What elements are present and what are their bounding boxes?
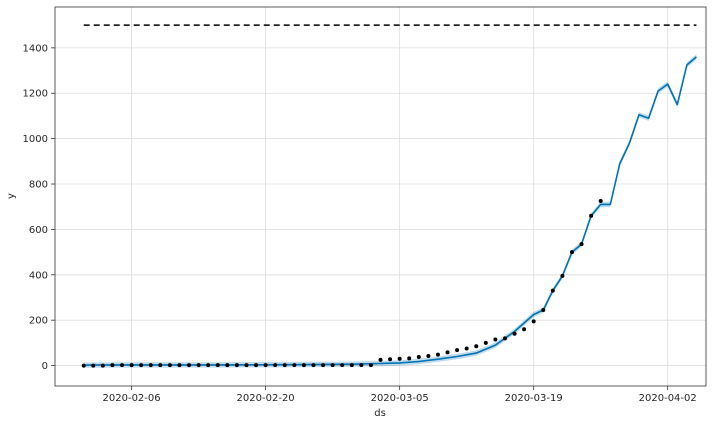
data-point (455, 348, 460, 353)
data-point (569, 250, 574, 255)
data-point (254, 363, 259, 368)
x-axis-label: ds (374, 408, 386, 419)
y-tick-label: 200 (29, 316, 48, 327)
x-tick-label: 2020-02-06 (103, 393, 161, 404)
data-point (215, 363, 220, 368)
data-point (550, 288, 555, 293)
data-point (502, 336, 507, 341)
y-tick-label: 400 (29, 270, 48, 281)
y-tick-label: 1000 (23, 134, 48, 145)
data-point (263, 363, 268, 368)
x-axis-ticks: 2020-02-06 2020-02-20 2020-03-05 2020-03-19… (103, 386, 697, 404)
data-point (483, 340, 488, 345)
data-point (445, 350, 450, 355)
y-tick-label: 0 (42, 361, 48, 372)
data-point (292, 363, 297, 368)
data-point (91, 363, 96, 368)
y-tick-label: 800 (29, 180, 48, 191)
data-point (225, 363, 230, 368)
data-point (244, 363, 249, 368)
data-point (196, 363, 201, 368)
data-point (158, 363, 163, 368)
data-point (167, 363, 172, 368)
x-tick-label: 2020-02-20 (237, 393, 295, 404)
data-point (282, 363, 287, 368)
data-point (100, 363, 105, 368)
x-tick-label: 2020-04-02 (639, 393, 697, 404)
x-tick-label: 2020-03-19 (505, 393, 563, 404)
data-point (311, 363, 316, 368)
data-point (368, 363, 373, 368)
plot-frame (54, 6, 707, 387)
data-point (397, 356, 402, 361)
data-point (416, 354, 421, 359)
data-point (139, 363, 144, 368)
data-point (148, 363, 153, 368)
x-tick-label: 2020-03-05 (371, 393, 429, 404)
data-point (598, 199, 603, 204)
data-point (522, 327, 527, 332)
data-point (321, 363, 326, 368)
data-point (359, 363, 364, 368)
data-point (474, 344, 479, 349)
data-point (349, 363, 354, 368)
data-point (435, 352, 440, 357)
data-point (110, 363, 115, 368)
observed-points (81, 199, 603, 368)
data-point (388, 357, 393, 362)
data-point (426, 354, 431, 359)
data-point (541, 307, 546, 312)
data-point (340, 363, 345, 368)
data-point (187, 363, 192, 368)
data-point (512, 331, 517, 336)
data-point (560, 273, 565, 278)
y-axis-ticks: 0 200 400 600 800 1000 1200 1400 (23, 43, 55, 372)
data-point (234, 363, 239, 368)
data-point (273, 363, 278, 368)
data-point (531, 319, 536, 324)
data-point (589, 213, 594, 218)
data-point (301, 363, 306, 368)
y-tick-label: 1200 (23, 89, 48, 100)
data-point (81, 363, 86, 368)
data-point (330, 363, 335, 368)
data-point (378, 357, 383, 362)
y-tick-label: 600 (29, 225, 48, 236)
y-tick-label: 1400 (23, 43, 48, 54)
data-point (177, 363, 182, 368)
y-axis-label: y (6, 193, 17, 199)
data-point (493, 337, 498, 342)
data-point (120, 363, 125, 368)
data-point (129, 363, 134, 368)
data-point (206, 363, 211, 368)
data-point (464, 346, 469, 351)
data-point (407, 356, 412, 361)
data-point (579, 242, 584, 247)
